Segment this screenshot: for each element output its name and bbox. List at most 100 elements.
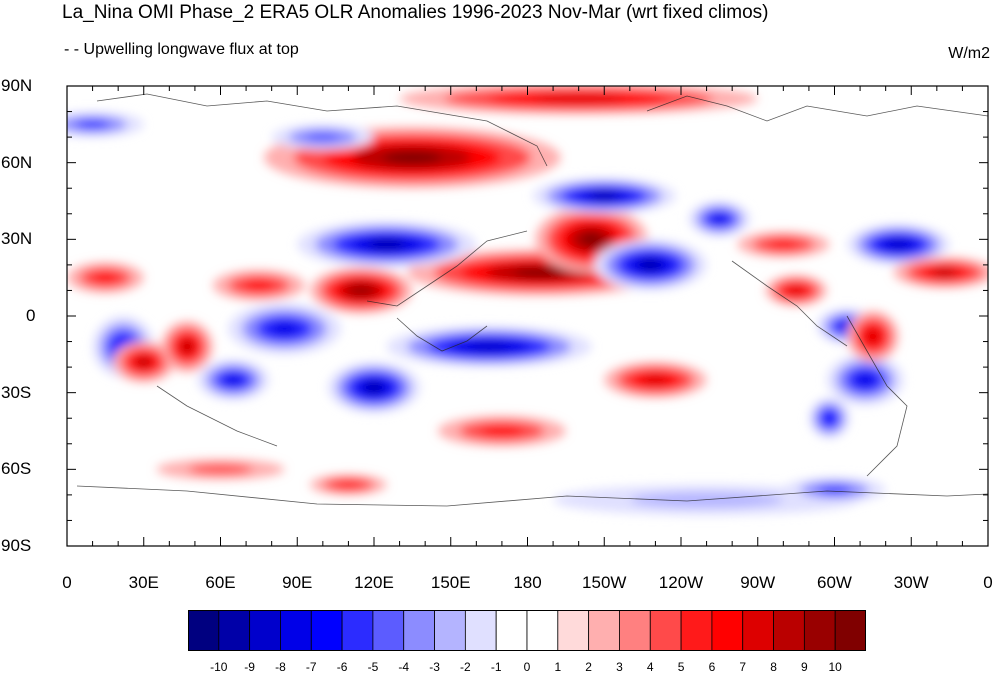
lat-label: 60S bbox=[1, 459, 32, 479]
colorbar-swatch bbox=[464, 610, 497, 651]
colorbar-level-label: -9 bbox=[244, 660, 255, 674]
colorbar-level-label: 4 bbox=[646, 660, 654, 674]
map-frame bbox=[66, 85, 989, 547]
anomaly-blob-32 bbox=[188, 464, 253, 475]
coastline-5 bbox=[846, 315, 908, 477]
lon-label: 180 bbox=[513, 573, 542, 592]
anomaly-field bbox=[67, 86, 988, 546]
colorbar-level-label: -7 bbox=[305, 660, 317, 674]
colorbar-swatch bbox=[218, 610, 251, 651]
colorbar-swatch bbox=[773, 610, 805, 651]
colorbar-level-label: -3 bbox=[429, 660, 440, 674]
colorbar-level-label: 2 bbox=[585, 660, 592, 674]
anomaly-blob-26 bbox=[788, 286, 804, 295]
colorbar bbox=[188, 610, 866, 651]
lon-label: 60W bbox=[817, 573, 852, 592]
lon-label: 150E bbox=[430, 573, 471, 592]
colorbar-swatch bbox=[588, 610, 620, 651]
anomaly-blob-19 bbox=[180, 340, 194, 354]
colorbar-swatch bbox=[649, 610, 682, 651]
lat-label: 90S bbox=[1, 536, 32, 555]
lat-label: 90N bbox=[1, 76, 33, 95]
colorbar-swatch bbox=[834, 610, 866, 651]
colorbar-level-label: 7 bbox=[739, 660, 747, 674]
colorbar-level-label: 8 bbox=[770, 660, 777, 674]
lon-label: 60E bbox=[205, 573, 236, 592]
anomaly-blob-0 bbox=[382, 151, 443, 164]
coastline-4 bbox=[731, 260, 848, 347]
colorbar-swatch bbox=[403, 610, 435, 651]
colorbar-swatch bbox=[495, 610, 528, 651]
coastline-3 bbox=[156, 385, 278, 447]
anomaly-blob-12 bbox=[224, 374, 243, 385]
coastline-1 bbox=[366, 230, 528, 307]
map-title: La_Nina OMI Phase_2 ERA5 OLR Anomalies 1… bbox=[62, 2, 769, 23]
colorbar-swatch bbox=[372, 610, 405, 651]
lat-label: 60N bbox=[1, 152, 33, 172]
anomaly-blob-7 bbox=[639, 259, 662, 270]
anomaly-blob-15 bbox=[855, 373, 875, 387]
colorbar-swatch bbox=[526, 610, 559, 651]
anomaly-map bbox=[67, 86, 988, 546]
anomaly-blob-16 bbox=[824, 413, 835, 424]
anomaly-blob-2 bbox=[513, 267, 567, 278]
lon-label: 0 bbox=[983, 573, 993, 592]
lon-label: 90E bbox=[282, 573, 313, 592]
colorbar-level-label: -4 bbox=[398, 660, 410, 674]
anomaly-blob-18 bbox=[136, 356, 152, 368]
coastline-6 bbox=[76, 485, 988, 507]
colorbar-swatch bbox=[680, 610, 713, 651]
colorbar-level-label: -5 bbox=[367, 660, 379, 674]
anomaly-blob-27 bbox=[767, 240, 799, 249]
colorbar-level-label: -2 bbox=[460, 660, 471, 674]
lon-label: 90W bbox=[740, 573, 776, 592]
lat-label: 0 bbox=[26, 306, 36, 325]
anomaly-blob-1 bbox=[533, 94, 624, 103]
anomaly-blob-20 bbox=[92, 272, 119, 283]
anomaly-blob-23 bbox=[480, 425, 524, 437]
colorbar-swatch bbox=[434, 610, 466, 651]
anomaly-blob-25 bbox=[931, 268, 958, 277]
units-label: W/m2 bbox=[948, 45, 990, 62]
colorbar-swatch bbox=[280, 610, 312, 651]
anomaly-blob-3 bbox=[580, 232, 603, 246]
anomaly-blob-22 bbox=[642, 375, 669, 385]
anomaly-blob-5 bbox=[368, 239, 405, 250]
anomaly-blob-17 bbox=[888, 240, 909, 249]
variable-subtitle: - - Upwelling longwave flux at top bbox=[64, 41, 299, 58]
colorbar-level-label: -8 bbox=[275, 660, 286, 674]
anomaly-blob-21 bbox=[243, 280, 275, 291]
colorbar-swatch bbox=[341, 610, 374, 651]
anomaly-blob-33 bbox=[335, 481, 362, 489]
colorbar-swatch bbox=[310, 610, 343, 651]
colorbar-level-label: 5 bbox=[677, 660, 685, 674]
colorbar-level-label: -1 bbox=[490, 660, 502, 674]
colorbar-swatch bbox=[249, 610, 281, 651]
coastline-0 bbox=[96, 93, 548, 167]
colorbar-border bbox=[188, 610, 866, 651]
lon-label: 120E bbox=[354, 573, 394, 592]
lat-label: 30N bbox=[1, 229, 33, 249]
lat-label: 30S bbox=[1, 382, 32, 402]
lon-label: 120W bbox=[658, 573, 704, 592]
colorbar-level-label: 1 bbox=[554, 660, 562, 674]
colorbar-swatch bbox=[188, 610, 220, 651]
lon-label: 30E bbox=[128, 573, 159, 592]
anomaly-blob-24 bbox=[866, 330, 880, 343]
anomaly-blob-8 bbox=[711, 214, 728, 224]
coastline-7 bbox=[646, 95, 988, 122]
anomaly-blob-6 bbox=[589, 192, 619, 200]
anomaly-blob-11 bbox=[270, 322, 299, 336]
colorbar-level-label: 3 bbox=[616, 660, 623, 674]
lon-label: 150W bbox=[582, 573, 627, 592]
colorbar-level-label: 9 bbox=[801, 660, 808, 674]
colorbar-swatch bbox=[711, 610, 744, 651]
anomaly-blob-28 bbox=[75, 120, 110, 129]
coastline-2 bbox=[396, 317, 488, 352]
colorbar-swatch bbox=[803, 610, 836, 651]
colorbar-level-label: 6 bbox=[708, 660, 716, 674]
anomaly-blob-9 bbox=[468, 342, 510, 351]
colorbar-level-label: -6 bbox=[336, 660, 348, 674]
colorbar-swatch bbox=[619, 610, 651, 651]
colorbar-swatch bbox=[742, 610, 774, 651]
